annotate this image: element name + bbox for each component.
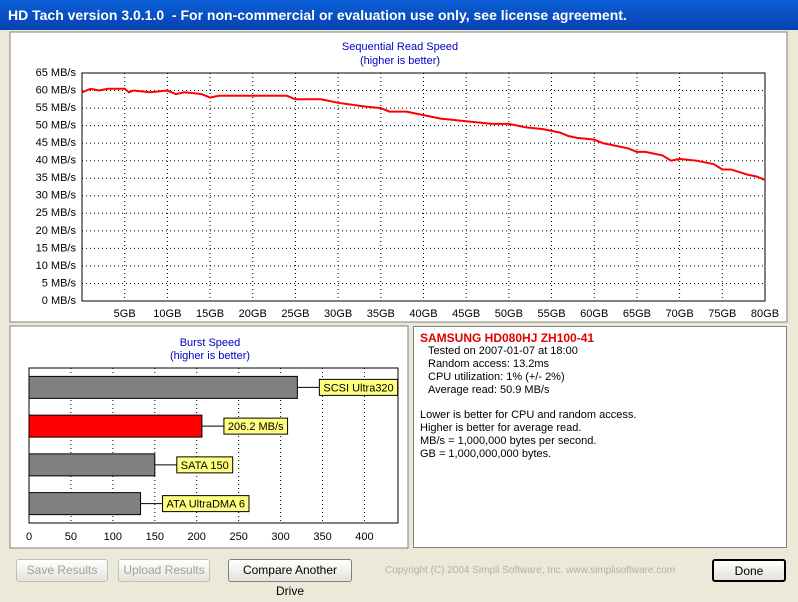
x-tick-label: 30GB — [324, 308, 352, 320]
info-panel: SAMSUNG HD080HJ ZH100-41 Tested on 2007-0… — [413, 326, 787, 548]
x-tick-label: 80GB — [751, 308, 779, 320]
chart-subtitle: (higher is better) — [360, 55, 440, 67]
bar-label-box — [176, 456, 234, 474]
bar-label-box — [162, 495, 250, 513]
x-tick-label: 50GB — [495, 308, 523, 320]
y-tick-label: 35 MB/s — [36, 172, 77, 184]
detail-line: Average read: 50.9 MB/s — [428, 384, 550, 396]
charts: Sequential Read Speed (higher is better) 0… — [9, 31, 788, 549]
x-tick-label: 100 — [104, 531, 122, 543]
x-tick-label: 200 — [188, 531, 206, 543]
y-tick-label: 5 MB/s — [42, 277, 77, 289]
y-tick-label: 10 MB/s — [36, 260, 77, 272]
x-tick-label: 0 — [26, 531, 32, 543]
x-tick-label: 20GB — [239, 308, 267, 320]
note-line: Lower is better for CPU and random acces… — [420, 409, 637, 421]
bar-label: 206.2 MB/s — [228, 421, 284, 433]
x-tick-label: 70GB — [666, 308, 694, 320]
y-tick-label: 40 MB/s — [36, 155, 77, 167]
y-tick-label: 15 MB/s — [36, 242, 77, 254]
x-tick-label: 400 — [355, 531, 373, 543]
compare-button[interactable]: Compare Another Drive — [228, 559, 352, 598]
y-tick-label: 60 MB/s — [36, 84, 77, 96]
x-tick-label: 75GB — [708, 308, 736, 320]
chart-subtitle: (higher is better) — [170, 350, 250, 362]
y-tick-label: 20 MB/s — [36, 225, 77, 237]
bar-label-box — [318, 378, 399, 396]
bar — [28, 375, 298, 399]
x-tick-label: 50 — [65, 531, 77, 543]
bar-label: ATA UltraDMA 6 — [167, 499, 245, 511]
bar-label: SCSI Ultra320 — [323, 382, 393, 394]
drive-name: SAMSUNG HD080HJ ZH100-41 — [420, 331, 595, 345]
bar — [28, 492, 142, 516]
save-button: Save Results — [16, 559, 108, 582]
y-tick-label: 65 MB/s — [36, 67, 77, 79]
x-tick-label: 5GB — [114, 308, 136, 320]
x-tick-label: 35GB — [367, 308, 395, 320]
x-tick-label: 45GB — [452, 308, 480, 320]
y-tick-label: 25 MB/s — [36, 207, 77, 219]
x-tick-label: 350 — [313, 531, 331, 543]
detail-line: Tested on 2007-01-07 at 18:00 — [428, 345, 578, 357]
x-tick-label: 150 — [146, 531, 164, 543]
x-tick-label: 40GB — [409, 308, 437, 320]
bar-label-box — [223, 417, 289, 435]
bar — [28, 414, 203, 438]
y-tick-label: 55 MB/s — [36, 102, 77, 114]
upload-button: Upload Results — [118, 559, 210, 582]
note-line: GB = 1,000,000,000 bytes. — [420, 448, 552, 460]
bar-label: SATA 150 — [181, 460, 229, 472]
x-tick-label: 10GB — [153, 308, 181, 320]
x-tick-label: 250 — [229, 531, 247, 543]
x-tick-label: 15GB — [196, 308, 224, 320]
copyright: Copyright (C) 2004 Simpli Software, Inc.… — [385, 565, 676, 576]
x-tick-label: 55GB — [537, 308, 565, 320]
x-tick-label: 65GB — [623, 308, 651, 320]
x-tick-label: 300 — [271, 531, 289, 543]
note-line: Higher is better for average read. — [420, 422, 582, 434]
y-tick-label: 50 MB/s — [36, 120, 77, 132]
read-line — [81, 87, 766, 181]
x-tick-label: 60GB — [580, 308, 608, 320]
plot-area — [81, 72, 766, 302]
bar — [28, 453, 156, 477]
y-tick-label: 0 MB/s — [42, 295, 77, 307]
y-tick-label: 30 MB/s — [36, 190, 77, 202]
detail-line: CPU utilization: 1% (+/- 2%) — [428, 371, 565, 383]
note-line: MB/s = 1,000,000 bytes per second. — [420, 435, 597, 447]
detail-line: Random access: 13.2ms — [428, 358, 550, 370]
chart-title: Sequential Read Speed — [342, 41, 458, 53]
y-tick-label: 45 MB/s — [36, 137, 77, 149]
x-tick-label: 25GB — [281, 308, 309, 320]
done-button[interactable]: Done — [712, 559, 786, 582]
title-bar: HD Tach version 3.0.1.0 - For non-commer… — [0, 0, 798, 30]
chart-title: Burst Speed — [180, 337, 241, 349]
